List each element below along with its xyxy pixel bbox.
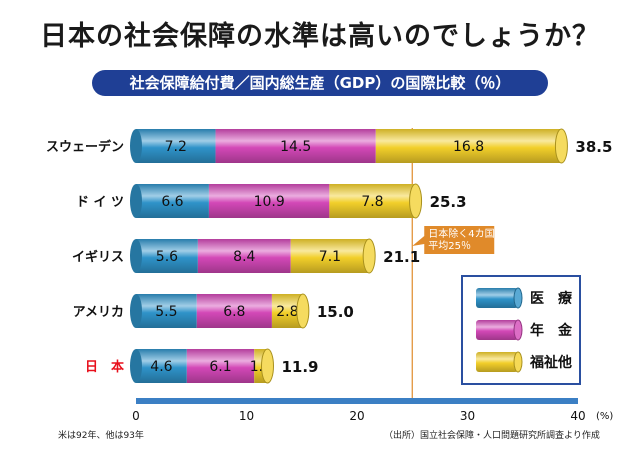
x-tick-label: 20: [349, 409, 364, 423]
segment-value-label: 16.8: [453, 139, 484, 155]
chart-title: 日本の社会保障の水準は高いのでしょうか？: [40, 21, 600, 52]
average-callout-label: 平均25％: [428, 240, 471, 252]
bar-segment-pension: [186, 349, 255, 383]
bar-segment-medical: [136, 349, 187, 383]
bar-left-cap: [130, 294, 142, 328]
segment-value-label: 8.4: [233, 249, 255, 265]
bar-right-cap: [296, 293, 310, 329]
category-label: アメリカ: [73, 305, 124, 320]
x-tick-label: 0: [132, 409, 140, 423]
total-value-label: 11.9: [281, 358, 318, 376]
legend-swatch-cap: [513, 319, 523, 341]
footnote-left: 米は92年、他は93年: [58, 431, 144, 441]
bar-right-cap: [554, 128, 568, 164]
bar-segment-pension: [196, 294, 272, 328]
bar-segment-welfare: [375, 129, 562, 163]
average-callout-label: 日本除く4カ国: [428, 227, 494, 240]
bar-right-cap: [260, 348, 274, 384]
legend-swatch-medical: [476, 288, 518, 308]
bar-segment-medical: [136, 239, 198, 273]
average-callout: [412, 226, 495, 254]
bar-left-cap: [130, 184, 142, 218]
bar-segment-pension: [208, 184, 330, 218]
bar-segment-medical: [136, 184, 209, 218]
segment-value-label: 14.5: [280, 139, 311, 155]
segment-value-label: 10.9: [254, 194, 285, 210]
total-value-label: 38.5: [575, 138, 612, 156]
category-label: ド イ ツ: [76, 195, 124, 210]
legend-swatch-cap: [513, 351, 523, 373]
total-value-label: 15.0: [317, 303, 354, 321]
legend-swatch-cap: [513, 287, 523, 309]
bar-left-cap: [130, 239, 142, 273]
legend-label: 福祉他: [529, 354, 572, 371]
segment-value-label: 7.8: [361, 194, 383, 210]
segment-value-label: 6.8: [223, 304, 245, 320]
segment-value-label: 6.6: [161, 194, 183, 210]
bar-segment-welfare: [290, 239, 370, 273]
bar-segment-welfare: [329, 184, 416, 218]
segment-value-label: 2.8: [276, 304, 298, 320]
segment-value-label: 5.6: [156, 249, 178, 265]
total-value-label: 25.3: [430, 193, 467, 211]
category-label: スウェーデン: [46, 139, 124, 155]
bar-left-cap: [130, 349, 142, 383]
bar-segment-medical: [136, 129, 216, 163]
segment-value-label: 4.6: [150, 359, 172, 375]
x-tick-label: 40: [570, 409, 585, 423]
bar-segment-pension: [215, 129, 376, 163]
legend-label: 医 療: [530, 290, 573, 307]
segment-value-label: 7.2: [165, 139, 187, 155]
x-axis-bar: [136, 398, 578, 404]
legend-swatch-pension: [476, 320, 518, 340]
legend-label: 年 金: [530, 322, 573, 339]
category-label: イギリス: [72, 249, 124, 265]
bar-left-cap: [130, 129, 142, 163]
x-tick-label: 10: [239, 409, 254, 423]
segment-value-label: 5.5: [155, 304, 177, 320]
x-tick-label: 30: [460, 409, 475, 423]
total-value-label: 21.1: [383, 248, 420, 266]
bar-right-cap: [409, 183, 423, 219]
source-note: （出所）国立社会保障・人口問題研究所調査より作成: [384, 431, 600, 441]
chart-subtitle: 社会保障給付費／国内総生産（GDP）の国際比較（％）: [92, 70, 548, 96]
x-axis-unit: (%): [596, 411, 613, 422]
bar-right-cap: [362, 238, 376, 274]
legend-swatch-welfare: [476, 352, 518, 372]
bar-segment-pension: [197, 239, 291, 273]
segment-value-label: 7.1: [319, 249, 341, 265]
category-label: 日 本: [85, 359, 124, 375]
segment-value-label: 6.1: [209, 359, 231, 375]
bar-segment-medical: [136, 294, 197, 328]
